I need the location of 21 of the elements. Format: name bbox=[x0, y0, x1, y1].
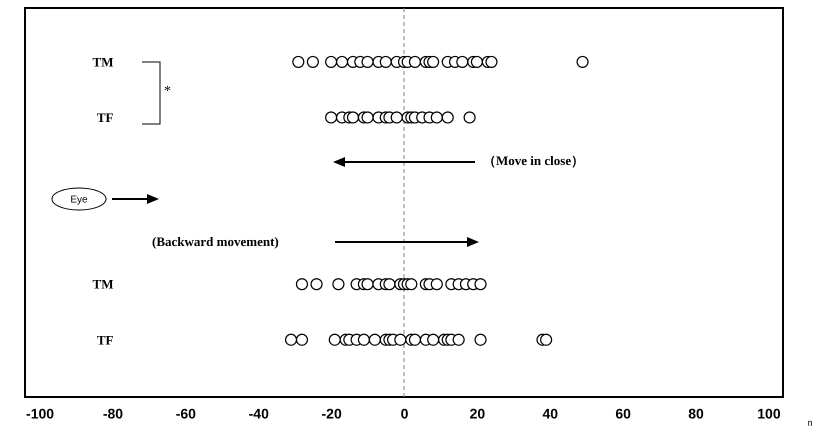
annotation: * bbox=[164, 84, 171, 100]
x-tick-label: 80 bbox=[688, 406, 704, 422]
eye-ellipse: Eye bbox=[52, 188, 106, 210]
annotation: Eye bbox=[70, 194, 88, 206]
x-tick-label: 100 bbox=[757, 406, 781, 422]
x-tick-label: 20 bbox=[470, 406, 486, 422]
y-tick-label: TM bbox=[92, 54, 114, 70]
y-tick-label: TF bbox=[96, 332, 114, 348]
x-axis-title: n bbox=[808, 418, 812, 428]
x-tick-label: -80 bbox=[102, 406, 124, 422]
x-tick-label: 0 bbox=[400, 406, 409, 422]
x-tick-label: -100 bbox=[26, 406, 54, 422]
x-tick-label: -60 bbox=[176, 406, 196, 422]
x-tick-label: -40 bbox=[248, 406, 270, 422]
x-tick-label: 40 bbox=[542, 406, 558, 422]
x-tick-label: 60 bbox=[615, 406, 632, 422]
y-tick-label: TF bbox=[96, 110, 114, 125]
annotation: (Backward movement) bbox=[152, 234, 279, 249]
annotation: （Move in close） bbox=[483, 152, 584, 168]
x-tick-label: -20 bbox=[322, 406, 342, 422]
y-tick-label: TM bbox=[92, 276, 114, 292]
